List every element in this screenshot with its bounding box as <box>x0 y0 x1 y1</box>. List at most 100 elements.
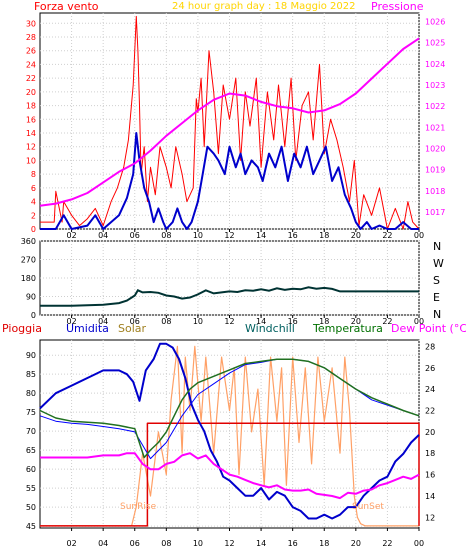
pressure-label: Pressione <box>371 0 424 13</box>
left-y-tick-label: 45 <box>26 522 36 531</box>
x-tick-label: 16 <box>288 317 298 326</box>
x-tick-label: 14 <box>256 231 266 240</box>
x-tick-label: 14 <box>256 317 266 326</box>
humidity-line <box>39 342 420 520</box>
left-y-tick-label: 70 <box>26 427 36 436</box>
right-y-tick-label: 1017 <box>425 208 445 217</box>
right-y-tick-label: 1021 <box>425 123 445 132</box>
climate-plot-series <box>39 342 420 527</box>
pressure-line <box>39 37 420 207</box>
wind-plot-grid <box>40 13 420 230</box>
right-y-tick-label: 20 <box>425 428 435 437</box>
left-y-tick-label: 6 <box>31 184 36 193</box>
right-y-tick-label: 16 <box>425 471 435 480</box>
left-y-tick-label: 50 <box>26 503 36 512</box>
legend-humidity: Umidita <box>66 322 109 335</box>
left-y-tick-label: 14 <box>26 129 36 138</box>
left-y-tick-label: 80 <box>26 389 36 398</box>
left-y-tick-label: 12 <box>26 143 36 152</box>
legend-dewpoint: Dew Point (°C) <box>391 322 466 335</box>
direction-label-s: S <box>433 274 440 287</box>
direction-label-n-top: N <box>433 240 441 253</box>
wind-pressure-panel: 02 04 06 08 10 12 14 16 18 20 22 000246810121416182… <box>26 12 446 240</box>
right-y-tick-label: 1019 <box>425 166 445 175</box>
right-y-tick-label: 1025 <box>425 39 445 48</box>
right-y-tick-label: 18 <box>425 449 435 458</box>
direction-plot-grid <box>40 240 420 316</box>
x-tick-label: 08 <box>161 317 171 326</box>
climate-panel: 02 04 06 08 10 12 14 16 18 20 22 00 45 50 55 60 65 70 75 80… <box>26 339 435 548</box>
x-tick-label: 02 <box>66 317 76 326</box>
left-y-tick-label: 90 <box>26 351 36 360</box>
x-tick-label: 20 <box>351 539 361 548</box>
left-y-tick-label: 90 <box>26 293 36 302</box>
chart-title: 24 hour graph day : 18 Maggio 2022 <box>172 1 355 12</box>
left-y-tick-label: 4 <box>31 198 36 207</box>
legend-rain: Pioggia <box>2 322 42 335</box>
x-tick-label: 02 <box>66 539 76 548</box>
legend-windchill: Windchill <box>245 322 295 335</box>
x-tick-label: 12 <box>224 231 234 240</box>
wind-plot-series <box>39 15 420 230</box>
right-y-tick-label: 1022 <box>425 102 445 111</box>
right-y-tick-label: 24 <box>425 385 435 394</box>
left-y-tick-label: 0 <box>31 311 36 320</box>
dewpoint-line <box>40 452 420 500</box>
x-tick-label: 00 <box>414 231 424 240</box>
legend-solar: Solar <box>118 322 147 335</box>
sunset-annotation: SunSet <box>352 502 384 512</box>
left-y-tick-label: 75 <box>26 408 36 417</box>
direction-label-w: W <box>433 257 444 270</box>
left-y-tick-label: 16 <box>26 115 36 124</box>
rain-line <box>40 422 420 527</box>
right-y-tick-label: 22 <box>425 407 435 416</box>
right-y-tick-label: 1018 <box>425 187 445 196</box>
sunrise-annotation: SunRise <box>120 502 157 512</box>
left-y-tick-label: 270 <box>21 256 36 265</box>
x-tick-label: 04 <box>98 539 108 548</box>
right-y-tick-label: 1026 <box>425 17 445 26</box>
x-tick-label: 12 <box>224 539 234 548</box>
x-tick-label: 14 <box>256 539 266 548</box>
right-y-tick-label: 1024 <box>425 60 445 69</box>
x-tick-label: 04 <box>98 317 108 326</box>
x-tick-label: 18 <box>319 231 329 240</box>
x-tick-label: 20 <box>351 317 361 326</box>
legend-temperature: Temperatura <box>312 322 383 335</box>
left-y-tick-label: 30 <box>26 19 36 28</box>
left-y-tick-label: 8 <box>31 170 36 179</box>
climate-plot-ticks: 02 04 06 08 10 12 14 16 18 20 22 00 45 50 55 60 65 70 75 80… <box>26 342 435 548</box>
right-y-tick-label: 1020 <box>425 145 445 154</box>
x-tick-label: 20 <box>351 231 361 240</box>
x-tick-label: 12 <box>224 317 234 326</box>
x-tick-label: 10 <box>193 231 203 240</box>
x-tick-label: 16 <box>288 539 298 548</box>
x-tick-label: 08 <box>161 231 171 240</box>
wind-force-label: Forza vento <box>34 0 99 13</box>
left-y-tick-label: 85 <box>26 370 36 379</box>
right-y-tick-label: 14 <box>425 492 435 501</box>
climate-legend: Pioggia Umidita Solar Windchill Temperat… <box>2 322 466 335</box>
wind-plot-ticks: 02 04 06 08 10 12 14 16 18 20 22 000246810121416182… <box>26 17 446 240</box>
left-y-tick-label: 26 <box>26 47 36 56</box>
left-y-tick-label: 24 <box>26 60 36 69</box>
left-y-tick-label: 65 <box>26 446 36 455</box>
left-y-tick-label: 10 <box>26 156 36 165</box>
left-y-tick-label: 2 <box>31 211 36 220</box>
x-tick-label: 10 <box>193 317 203 326</box>
left-y-tick-label: 60 <box>26 465 36 474</box>
right-y-tick-label: 28 <box>425 342 435 351</box>
x-tick-label: 22 <box>382 231 392 240</box>
direction-label-n-bottom: N <box>433 308 441 321</box>
x-tick-label: 06 <box>130 317 140 326</box>
left-y-tick-label: 28 <box>26 33 36 42</box>
left-y-tick-label: 180 <box>21 274 36 283</box>
x-tick-label: 16 <box>288 231 298 240</box>
x-tick-label: 06 <box>130 231 140 240</box>
right-y-tick-label: 26 <box>425 364 435 373</box>
x-tick-label: 18 <box>319 539 329 548</box>
wind-direction-line <box>40 286 419 307</box>
left-y-tick-label: 18 <box>26 102 36 111</box>
